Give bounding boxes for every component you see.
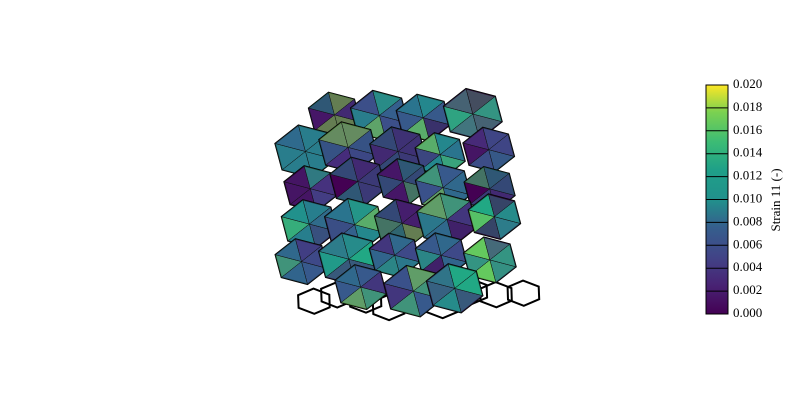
- mesh-facet: [439, 139, 466, 162]
- mesh-facet: [489, 173, 516, 196]
- mesh-facet: [488, 133, 515, 157]
- colorbar-tick-label: 0.008: [733, 213, 762, 228]
- mesh-facet: [440, 239, 468, 263]
- colorbar-ticks: 0.000 0.002 0.004 0.006 0.008 0.010 0.012 0.014…: [706, 76, 763, 320]
- colorbar-tick-label: 0.012: [733, 168, 762, 183]
- wire-cell: [506, 279, 541, 307]
- mesh-facet: [489, 243, 517, 268]
- mesh-render: [274, 87, 541, 322]
- colorbar-tick-label: 0.002: [733, 282, 762, 297]
- colorbar-label: Strain 11 (-): [768, 168, 783, 231]
- colorbar-tick-label: 0.014: [733, 145, 763, 160]
- colorbar-tick-label: 0.018: [733, 99, 762, 114]
- mesh-facet: [472, 95, 503, 123]
- colorbar-tick-label: 0.000: [733, 305, 762, 320]
- mesh-facet: [454, 270, 484, 297]
- colorbar-tick-label: 0.020: [733, 76, 762, 91]
- mesh-facet: [360, 271, 387, 295]
- colorbar-tick-label: 0.006: [733, 236, 763, 251]
- colorbar-tick-label: 0.004: [733, 259, 763, 274]
- colorbar-tick-label: 0.010: [733, 190, 762, 205]
- mesh-facet: [493, 200, 521, 224]
- colorbar-tick-label: 0.016: [733, 122, 763, 137]
- wire-cell: [297, 287, 331, 315]
